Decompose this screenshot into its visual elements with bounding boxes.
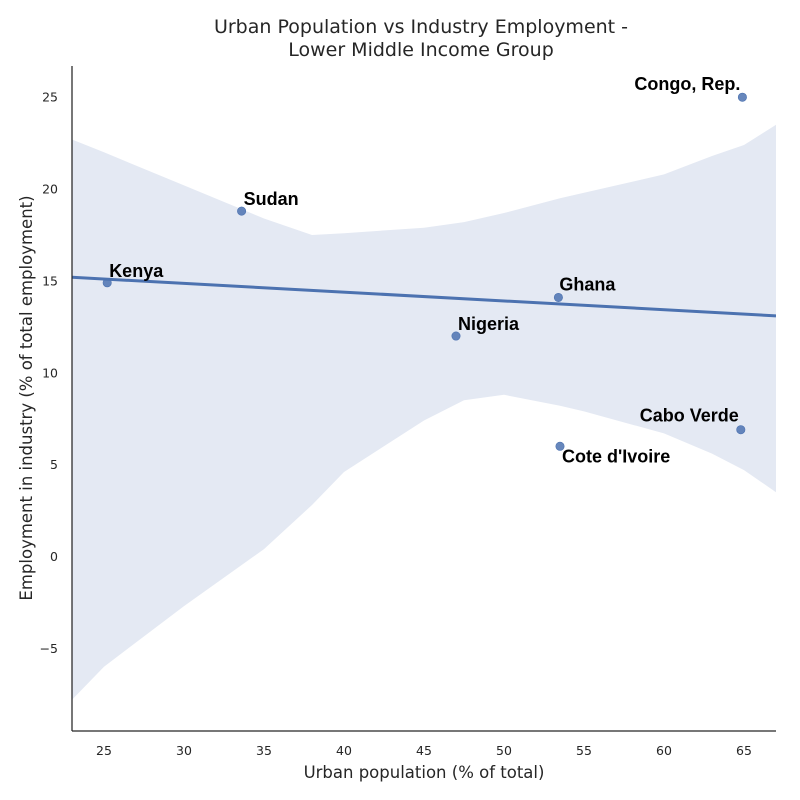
data-point [237, 206, 247, 216]
regression-line [72, 275, 776, 318]
data-point [451, 331, 461, 341]
data-point [736, 425, 746, 435]
data-point [102, 278, 112, 288]
point-label: Ghana [559, 274, 616, 294]
x-tick-label: 60 [656, 743, 672, 758]
y-tick-label: 20 [42, 182, 58, 197]
x-axis-label: Urban population (% of total) [304, 763, 545, 782]
data-point [553, 292, 563, 302]
point-label: Nigeria [458, 314, 520, 334]
chart-title-line-2: Lower Middle Income Group [288, 39, 554, 61]
y-tick-label: 25 [42, 90, 58, 105]
point-label: Cabo Verde [640, 406, 739, 426]
x-tick-label: 65 [736, 743, 752, 758]
y-tick-label: 5 [50, 457, 58, 472]
confidence-band [72, 124, 776, 700]
y-tick-label: −5 [40, 641, 58, 656]
point-label: Congo, Rep. [634, 74, 740, 94]
x-tick-label: 55 [576, 743, 592, 758]
x-tick-label: 35 [256, 743, 272, 758]
x-tick-label: 25 [96, 743, 112, 758]
x-tick-label: 45 [416, 743, 432, 758]
data-point [737, 92, 747, 102]
x-tick-label: 40 [336, 743, 352, 758]
point-label: Cote d'Ivoire [562, 446, 670, 466]
plot-area: 25 30 35 40 45 50 55 60 65 −5 0 5 10 15 20 25 Kenya Sudan… [40, 66, 776, 758]
x-tick-label: 30 [176, 743, 192, 758]
point-label: Sudan [244, 189, 299, 209]
y-tick-label: 10 [42, 365, 58, 380]
x-tick-label: 50 [496, 743, 512, 758]
y-tick-label: 15 [42, 273, 58, 288]
point-label: Kenya [109, 261, 164, 281]
chart-title-line-1: Urban Population vs Industry Employment … [214, 16, 628, 38]
data-point [555, 441, 565, 451]
y-tick-label: 0 [50, 549, 58, 564]
y-axis-label: Employment in industry (% of total emplo… [17, 195, 36, 600]
